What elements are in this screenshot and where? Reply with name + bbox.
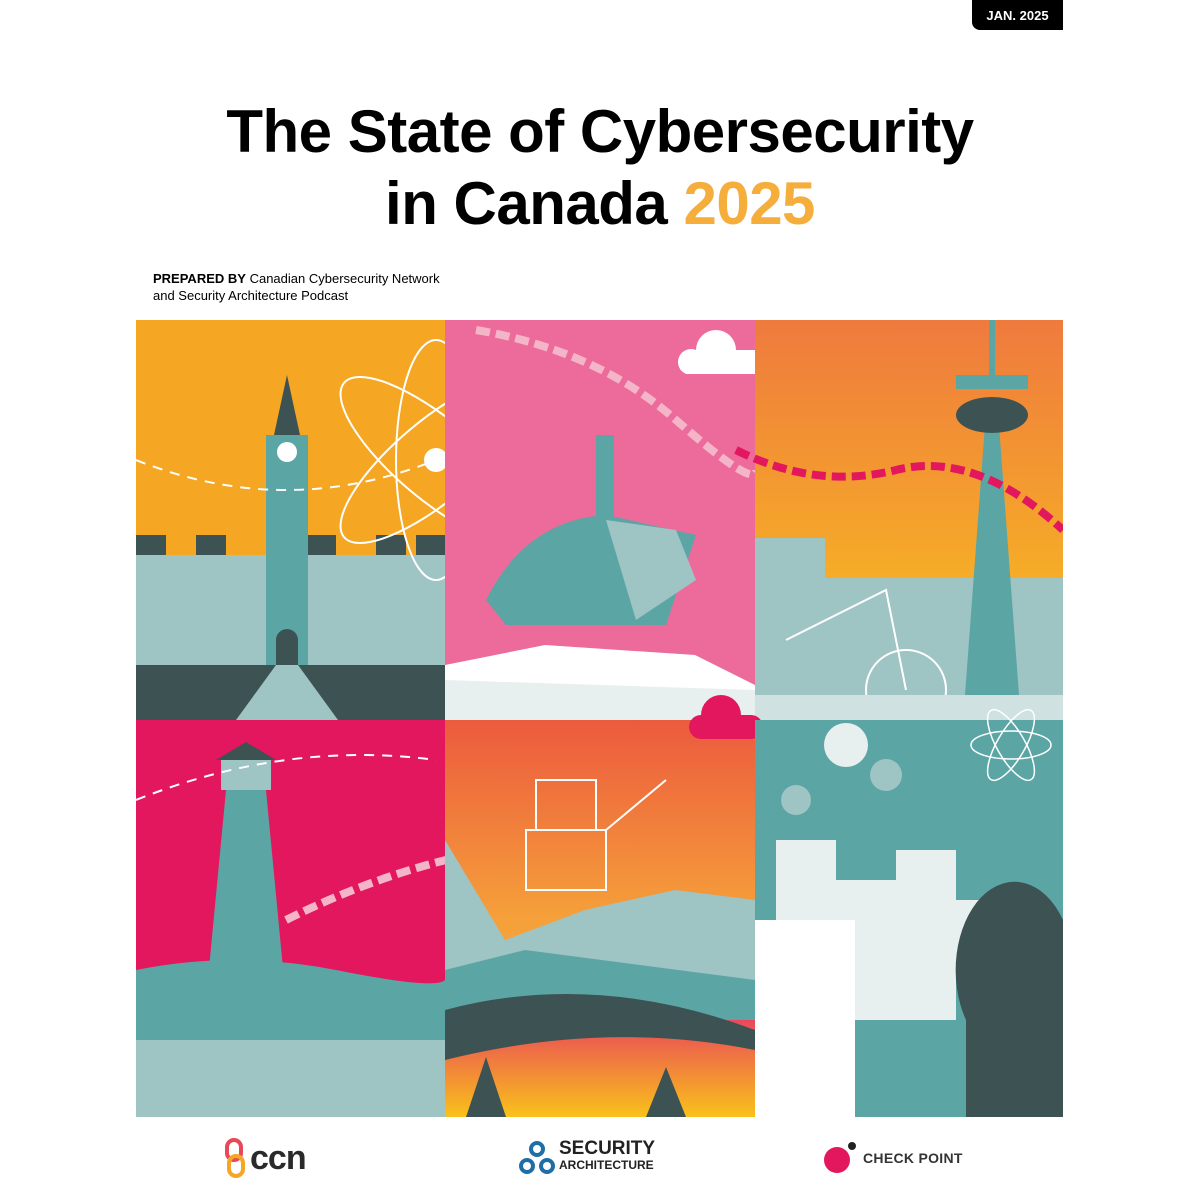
panel-cn-tower [734,320,1063,731]
check-point-mark-icon [824,1142,856,1173]
title-line-1: The State of Cybersecurity [226,98,974,165]
panel-habitat [755,708,1063,1117]
page-title: The State of Cybersecurity in Canada 202… [0,96,1200,240]
panel-parliament [136,320,533,720]
panel-lighthouse [136,720,447,1117]
chain-link-icon [225,1138,245,1178]
prepared-label: PREPARED BY [153,271,246,286]
check-point-logo: CHECK POINT [823,1142,963,1174]
check-point-logo-text: CHECK POINT [863,1150,963,1166]
sa-logo-line-1: SECURITY [559,1138,656,1159]
partner-logos: ccn SECURITY ARCHITECTURE CHECK POINT [0,1138,1200,1180]
prepared-line-1: Canadian Cybersecurity Network [249,271,440,286]
title-text: in Canada [385,170,668,237]
security-architecture-logo: SECURITY ARCHITECTURE [519,1138,656,1174]
ccn-logo: ccn [224,1138,307,1178]
prepared-by: PREPARED BY Canadian Cybersecurity Netwo… [153,270,440,304]
date-badge: JAN. 2025 [972,0,1063,30]
sa-logo-line-2: ARCHITECTURE [559,1158,654,1172]
panel-museum [445,320,768,720]
cover-illustration [136,320,1063,1117]
title-line-2: in Canada 2025 [0,168,1200,240]
title-year: 2025 [683,170,815,237]
panel-mountains [445,695,763,1117]
ccn-logo-text: ccn [250,1138,307,1177]
network-nodes-icon [519,1141,555,1174]
prepared-line-2: and Security Architecture Podcast [153,288,349,303]
